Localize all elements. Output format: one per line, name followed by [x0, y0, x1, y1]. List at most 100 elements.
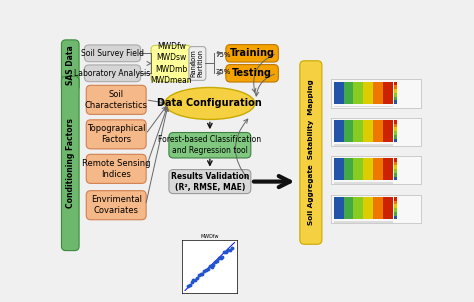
FancyBboxPatch shape [344, 158, 354, 181]
FancyBboxPatch shape [394, 97, 397, 101]
FancyBboxPatch shape [331, 117, 421, 146]
FancyBboxPatch shape [331, 156, 421, 184]
FancyBboxPatch shape [354, 197, 363, 219]
FancyBboxPatch shape [363, 158, 373, 181]
FancyBboxPatch shape [334, 106, 392, 108]
Text: Random
Partition: Random Partition [191, 50, 204, 78]
FancyBboxPatch shape [394, 201, 397, 204]
FancyBboxPatch shape [373, 82, 383, 104]
Point [184, 283, 191, 288]
FancyBboxPatch shape [334, 120, 344, 142]
Point [197, 271, 204, 276]
FancyBboxPatch shape [189, 47, 206, 80]
FancyBboxPatch shape [334, 158, 344, 181]
FancyBboxPatch shape [394, 158, 397, 162]
FancyBboxPatch shape [84, 45, 141, 62]
Ellipse shape [165, 88, 255, 120]
FancyBboxPatch shape [331, 79, 421, 108]
Text: 75%: 75% [216, 52, 231, 58]
FancyBboxPatch shape [363, 82, 373, 104]
Text: Soil
Characteristics: Soil Characteristics [85, 90, 148, 110]
FancyBboxPatch shape [394, 197, 397, 201]
Text: Results Validation
(R², RMSE, MAE): Results Validation (R², RMSE, MAE) [171, 172, 249, 192]
Point [226, 248, 234, 253]
FancyBboxPatch shape [394, 177, 397, 181]
FancyBboxPatch shape [84, 65, 141, 82]
FancyBboxPatch shape [334, 144, 392, 146]
FancyBboxPatch shape [394, 216, 397, 219]
Point [224, 248, 232, 253]
FancyBboxPatch shape [394, 85, 397, 89]
Text: Topographical
Factors: Topographical Factors [87, 124, 146, 144]
Point [201, 268, 208, 273]
FancyBboxPatch shape [169, 170, 251, 194]
Text: Laboratory Analysis: Laboratory Analysis [74, 69, 151, 78]
FancyBboxPatch shape [354, 120, 363, 142]
Text: Envrimental
Covariates: Envrimental Covariates [91, 195, 142, 215]
FancyBboxPatch shape [354, 158, 363, 181]
Point [219, 255, 226, 259]
FancyBboxPatch shape [86, 154, 146, 183]
FancyBboxPatch shape [394, 208, 397, 212]
FancyBboxPatch shape [394, 173, 397, 177]
FancyBboxPatch shape [383, 120, 392, 142]
Text: Forest-based Classification
and Regression tool: Forest-based Classification and Regressi… [158, 135, 262, 155]
FancyBboxPatch shape [334, 197, 344, 219]
FancyBboxPatch shape [334, 221, 392, 223]
Text: MWDfw
MWDsw
MWDmb
MWDmean: MWDfw MWDsw MWDmb MWDmean [150, 42, 192, 85]
FancyBboxPatch shape [169, 133, 251, 158]
FancyBboxPatch shape [394, 93, 397, 97]
FancyBboxPatch shape [226, 65, 278, 82]
Text: Data Configuration: Data Configuration [157, 98, 262, 108]
Point [188, 280, 195, 284]
Point [213, 259, 221, 264]
FancyBboxPatch shape [363, 197, 373, 219]
FancyBboxPatch shape [394, 212, 397, 216]
FancyBboxPatch shape [394, 82, 397, 85]
FancyBboxPatch shape [394, 120, 397, 124]
FancyBboxPatch shape [151, 45, 191, 82]
Text: Conditioning Factors: Conditioning Factors [66, 118, 75, 208]
Point [204, 266, 212, 271]
FancyBboxPatch shape [394, 139, 397, 142]
FancyBboxPatch shape [394, 162, 397, 165]
FancyBboxPatch shape [334, 82, 344, 104]
FancyBboxPatch shape [344, 197, 354, 219]
Point [195, 272, 202, 277]
Point [191, 278, 199, 282]
FancyBboxPatch shape [394, 101, 397, 104]
FancyBboxPatch shape [334, 182, 392, 184]
FancyBboxPatch shape [394, 89, 397, 93]
FancyBboxPatch shape [394, 204, 397, 208]
Point [206, 264, 213, 269]
Text: SAS Data: SAS Data [66, 45, 75, 85]
FancyBboxPatch shape [394, 124, 397, 127]
Text: Remote Sensing
Indices: Remote Sensing Indices [82, 159, 150, 179]
FancyBboxPatch shape [62, 40, 79, 91]
FancyBboxPatch shape [62, 76, 79, 251]
Point [186, 282, 193, 287]
FancyBboxPatch shape [373, 120, 383, 142]
FancyBboxPatch shape [373, 158, 383, 181]
Point [217, 255, 225, 260]
FancyBboxPatch shape [354, 82, 363, 104]
Text: Soil Survey Field: Soil Survey Field [81, 49, 144, 58]
Point [211, 260, 219, 265]
Text: Training: Training [229, 48, 274, 58]
FancyBboxPatch shape [383, 82, 392, 104]
Title: MWDfw: MWDfw [201, 234, 219, 239]
Point [199, 271, 206, 276]
FancyBboxPatch shape [86, 120, 146, 149]
Point [215, 256, 223, 261]
FancyBboxPatch shape [363, 120, 373, 142]
FancyBboxPatch shape [394, 127, 397, 131]
Point [228, 245, 236, 250]
Text: Soil Aggregate  Satability  Mapping: Soil Aggregate Satability Mapping [308, 80, 314, 225]
FancyBboxPatch shape [331, 195, 421, 223]
FancyBboxPatch shape [394, 169, 397, 173]
Text: 25%: 25% [216, 69, 231, 75]
FancyBboxPatch shape [86, 191, 146, 220]
FancyBboxPatch shape [300, 61, 322, 244]
FancyBboxPatch shape [86, 85, 146, 114]
Text: Testing: Testing [232, 68, 272, 78]
